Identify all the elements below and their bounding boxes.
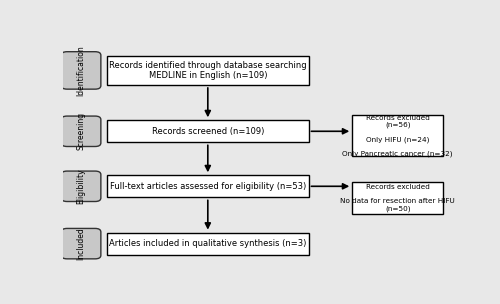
FancyBboxPatch shape xyxy=(107,233,308,255)
Text: Articles included in qualitative synthesis (n=3): Articles included in qualitative synthes… xyxy=(109,239,306,248)
FancyBboxPatch shape xyxy=(62,116,101,147)
Text: Records excluded

No data for resection after HIFU
(n=50): Records excluded No data for resection a… xyxy=(340,184,455,212)
FancyBboxPatch shape xyxy=(62,171,101,202)
Text: Eligibility: Eligibility xyxy=(76,168,86,204)
Text: Identification: Identification xyxy=(76,45,86,96)
FancyBboxPatch shape xyxy=(352,116,443,157)
FancyBboxPatch shape xyxy=(107,56,308,85)
Text: Records screened (n=109): Records screened (n=109) xyxy=(152,127,264,136)
FancyBboxPatch shape xyxy=(62,228,101,259)
FancyBboxPatch shape xyxy=(62,52,101,89)
Text: Included: Included xyxy=(76,227,86,260)
Text: Records identified through database searching
MEDLINE in English (n=109): Records identified through database sear… xyxy=(109,61,306,80)
Text: Full-text articles assessed for eligibility (n=53): Full-text articles assessed for eligibil… xyxy=(110,182,306,191)
FancyBboxPatch shape xyxy=(352,182,443,214)
Text: Records excluded
(n=56)

Only HIFU (n=24)

Only Pancreatic cancer (n=32): Records excluded (n=56) Only HIFU (n=24)… xyxy=(342,115,453,157)
Text: Screening: Screening xyxy=(76,112,86,150)
FancyBboxPatch shape xyxy=(107,120,308,142)
FancyBboxPatch shape xyxy=(107,175,308,197)
